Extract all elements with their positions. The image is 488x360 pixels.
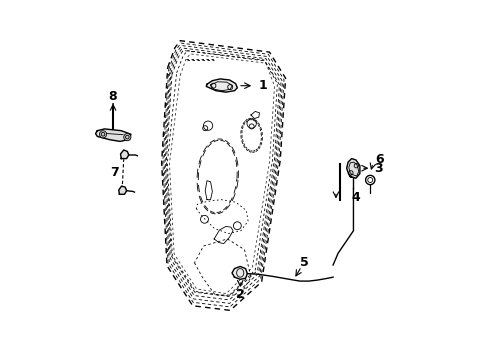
Polygon shape (121, 150, 128, 158)
Polygon shape (95, 129, 131, 141)
Text: 7: 7 (109, 166, 118, 179)
Polygon shape (206, 79, 237, 92)
Polygon shape (119, 186, 126, 194)
Text: 3: 3 (373, 162, 382, 175)
Text: 8: 8 (108, 90, 117, 103)
Polygon shape (231, 266, 247, 279)
Text: 4: 4 (351, 192, 360, 204)
Polygon shape (346, 158, 359, 178)
Text: 6: 6 (374, 153, 383, 166)
Circle shape (99, 131, 106, 138)
Circle shape (123, 134, 131, 141)
Text: 2: 2 (235, 288, 244, 301)
Text: 5: 5 (300, 256, 308, 269)
Text: 1: 1 (258, 79, 266, 92)
